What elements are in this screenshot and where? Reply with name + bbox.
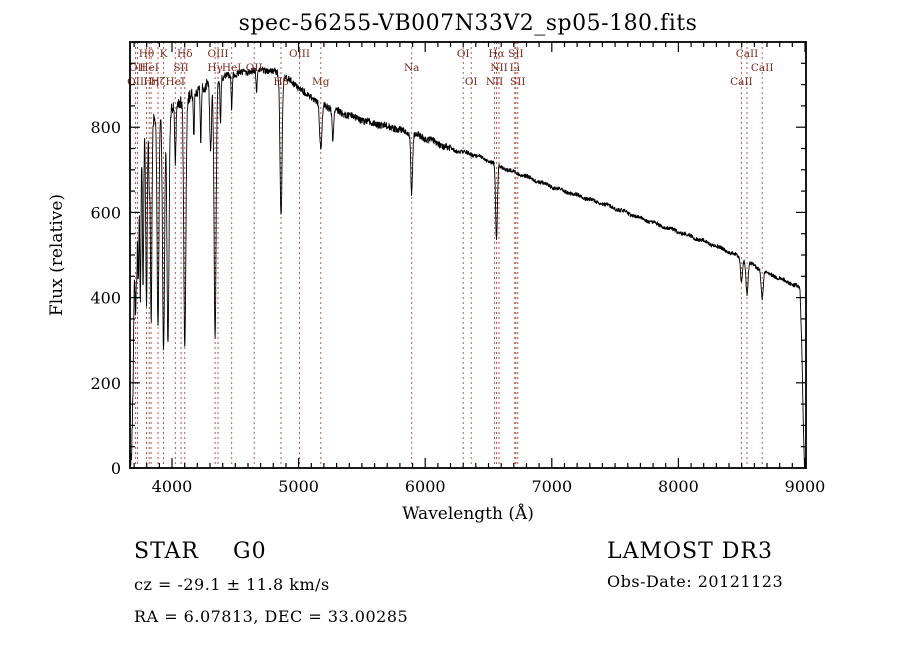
spectral-line-marker-layer	[135, 42, 763, 468]
obs-date-label: Obs-Date: 20121123	[607, 572, 783, 591]
spectral-marker-label: OII	[127, 76, 144, 88]
x-axis-label: Wavelength (Å)	[402, 503, 534, 524]
survey-release-label: LAMOST DR3	[607, 539, 773, 564]
chart-title: spec-56255-VB007N33V2_sp05-180.fits	[239, 11, 698, 36]
axis-tick-layer: 4000 5000 6000 7000 8000 9000 0 200 400 600 800	[90, 41, 826, 496]
spectral-marker-label: Mg	[312, 76, 330, 88]
y-tick-label: 0	[111, 459, 121, 478]
plot-frame	[129, 41, 807, 469]
redshift-velocity-label: cz = -29.1 ± 11.8 km/s	[134, 575, 330, 594]
spectral-marker-label: HeI	[166, 76, 186, 88]
spectral-marker-label: CaII	[736, 48, 759, 60]
object-class-label: STAR	[134, 539, 199, 564]
spectral-marker-label: Hθ	[139, 48, 154, 60]
spectral-marker-label: OII	[246, 62, 263, 74]
spectral-marker-label: NII	[490, 62, 507, 74]
y-axis-label: Flux (relative)	[47, 194, 67, 316]
x-tick-label: 5000	[278, 477, 319, 496]
x-tick-label: 9000	[785, 477, 826, 496]
spectral-marker-label: SII	[510, 76, 526, 88]
x-tick-label: 8000	[658, 477, 699, 496]
spectral-marker-label: HeI	[139, 62, 159, 74]
spectral-marker-label: Hζ	[151, 76, 166, 88]
spectral-marker-label: Hα	[488, 48, 504, 60]
object-subclass-label: G0	[233, 539, 267, 564]
spectral-marker-label: OII	[129, 62, 146, 74]
y-tick-label: 400	[90, 289, 121, 308]
spectral-marker-label: Na	[404, 62, 419, 74]
y-tick-label: 200	[90, 374, 121, 393]
spectral-marker-label: Li	[510, 62, 521, 74]
x-tick-label: 7000	[531, 477, 572, 496]
y-tick-label: 600	[90, 203, 121, 222]
spectral-marker-label: Hδ	[177, 48, 192, 60]
spectral-marker-label: SII	[173, 62, 189, 74]
spectral-marker-label: NII	[486, 76, 503, 88]
ra-dec-label: RA = 6.07813, DEC = 33.00285	[134, 607, 408, 626]
spectral-marker-label: Hη	[143, 76, 158, 88]
spectral-marker-label: OIII	[207, 48, 228, 60]
x-tick-label: 4000	[152, 477, 193, 496]
spectral-marker-label: SII	[508, 48, 524, 60]
spectral-marker-label: HeI	[222, 62, 242, 74]
spectral-marker-label: Hβ	[273, 76, 288, 88]
spectral-marker-label: K	[160, 48, 168, 60]
spectral-marker-label: CaII	[730, 76, 753, 88]
spectral-marker-label: OI	[457, 48, 470, 60]
spectral-marker-label: OIII	[289, 48, 310, 60]
y-tick-label: 800	[90, 118, 121, 137]
spectral-marker-label: CaII	[751, 62, 774, 74]
spectral-marker-label: Hγ	[207, 62, 222, 74]
x-tick-label: 6000	[405, 477, 446, 496]
spectrum-trace	[129, 66, 807, 469]
spectral-marker-label: OI	[465, 76, 478, 88]
